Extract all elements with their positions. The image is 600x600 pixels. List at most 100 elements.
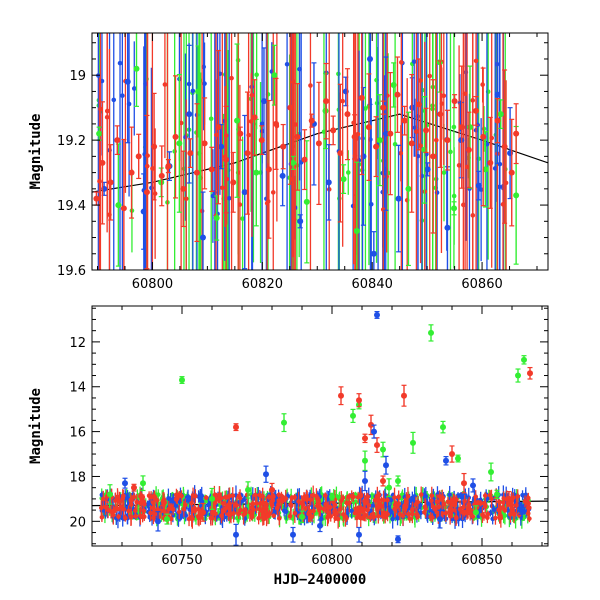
data-point-red — [443, 511, 449, 516]
y-tick-label: 12 — [69, 336, 86, 351]
data-point-blue — [424, 166, 431, 173]
data-point-red — [346, 500, 352, 506]
data-point-red — [453, 515, 459, 521]
data-point-red — [493, 515, 498, 521]
data-point-red — [481, 514, 487, 519]
data-point-red — [331, 499, 336, 505]
data-point-red — [473, 58, 479, 64]
data-point-red — [362, 435, 368, 442]
data-point-green — [362, 457, 368, 464]
data-point-red — [304, 493, 309, 499]
data-point-red — [292, 494, 297, 500]
data-point-red — [160, 498, 166, 504]
data-point-blue — [366, 55, 373, 62]
data-point-red — [440, 495, 446, 501]
data-point-red — [387, 130, 394, 137]
data-point-red — [229, 75, 234, 81]
data-point-red — [485, 511, 491, 517]
data-point-red — [105, 507, 111, 513]
data-point-blue — [297, 218, 304, 225]
data-point-green — [164, 516, 170, 523]
data-point-blue — [263, 471, 269, 478]
data-point-red — [462, 499, 468, 504]
data-point-red — [231, 510, 236, 516]
data-point-red — [415, 514, 420, 520]
data-point-blue — [349, 508, 354, 514]
data-point-red — [257, 506, 262, 512]
data-point-red — [496, 507, 501, 513]
data-point-blue — [120, 93, 125, 98]
data-point-red — [372, 497, 378, 503]
data-point-red — [449, 451, 455, 458]
data-point-red — [428, 514, 433, 519]
data-point-red — [436, 504, 442, 509]
data-point-red — [223, 156, 230, 163]
data-point-blue — [260, 98, 267, 105]
data-point-red — [215, 124, 222, 131]
data-point-blue — [425, 501, 430, 506]
data-point-blue — [199, 234, 206, 241]
data-point-red — [247, 509, 253, 515]
data-point-red — [368, 421, 374, 428]
data-point-blue — [362, 477, 368, 484]
data-point-green — [303, 198, 310, 205]
data-point-red — [150, 505, 156, 511]
x-tick-label: 60840 — [352, 277, 393, 292]
data-point-red — [376, 497, 382, 503]
data-point-blue — [241, 189, 248, 196]
data-point-red — [201, 140, 208, 147]
data-point-red — [514, 503, 519, 508]
data-point-red — [356, 397, 362, 404]
data-point-red — [131, 494, 137, 500]
data-point-red — [480, 133, 487, 140]
data-point-red — [482, 504, 488, 510]
y-tick-label: 19.2 — [57, 134, 86, 149]
data-point-red — [408, 140, 415, 147]
data-point-red — [193, 169, 200, 176]
data-point-green — [340, 176, 347, 183]
data-point-red — [265, 166, 272, 173]
data-point-red — [199, 208, 205, 214]
data-point-red — [461, 480, 467, 487]
data-point-green — [441, 170, 447, 175]
data-point-red — [236, 511, 241, 517]
data-point-red — [401, 392, 407, 399]
data-point-red — [465, 146, 472, 153]
bottom-axis-ticks: 60750 60800 60850 12 14 16 18 20 — [69, 306, 548, 568]
data-point-red — [99, 514, 105, 520]
data-point-red — [176, 509, 182, 515]
data-point-blue — [395, 195, 402, 202]
data-point-blue — [122, 480, 128, 487]
data-point-red — [362, 513, 367, 519]
data-point-red — [128, 169, 135, 176]
data-point-red — [461, 202, 466, 208]
data-point-red — [365, 507, 371, 513]
data-point-red — [344, 111, 351, 118]
data-point-red — [434, 137, 439, 143]
data-point-red — [513, 130, 520, 137]
data-point-red — [288, 503, 294, 508]
data-point-blue — [518, 507, 524, 514]
data-point-red — [451, 98, 458, 105]
y-tick-label: 18 — [69, 470, 86, 485]
y-tick-label: 20 — [69, 515, 86, 530]
data-point-blue — [140, 208, 147, 215]
data-point-red — [146, 493, 152, 499]
data-point-red — [444, 137, 451, 144]
data-point-green — [476, 156, 481, 162]
data-point-red — [358, 94, 365, 101]
y-tick-label: 19 — [69, 69, 86, 84]
data-point-red — [487, 159, 494, 166]
data-point-red — [292, 510, 298, 516]
data-point-blue — [437, 516, 443, 523]
data-point-green — [386, 484, 392, 491]
data-point-blue — [388, 497, 394, 503]
data-point-blue — [111, 97, 117, 103]
data-point-red — [323, 98, 330, 105]
data-point-red — [220, 509, 226, 514]
data-point-red — [384, 174, 389, 179]
data-point-blue — [202, 81, 207, 86]
data-point-red — [340, 98, 345, 104]
bottom-panel-frame — [91, 305, 549, 547]
